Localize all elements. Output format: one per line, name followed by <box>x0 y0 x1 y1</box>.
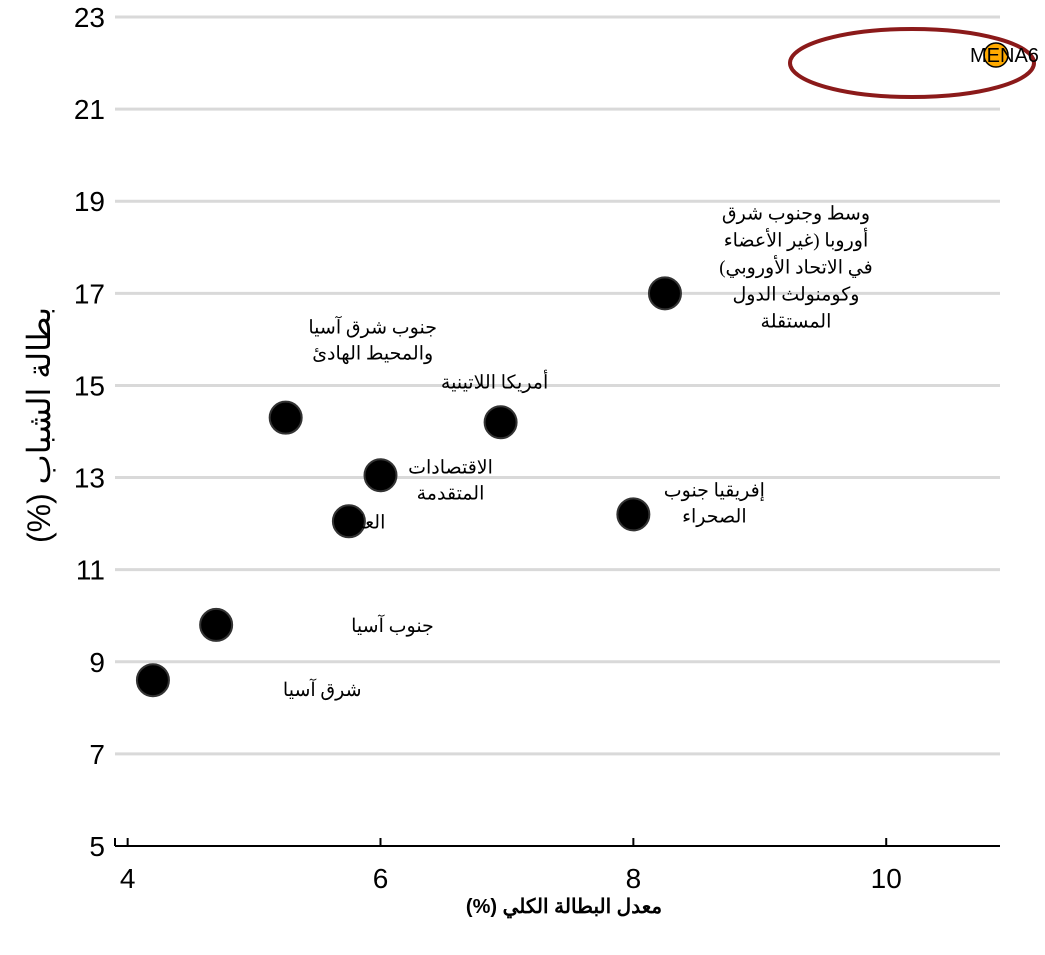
data-point <box>616 497 651 532</box>
y-tick-label: 11 <box>76 555 105 586</box>
point-label: والمحيط الهادئ <box>312 344 433 365</box>
point-label: وكومنولث الدول <box>732 284 859 305</box>
data-point <box>268 400 303 435</box>
x-tick-label: 4 <box>120 863 136 894</box>
gridlines <box>115 15 1000 756</box>
data-point <box>135 663 170 698</box>
point-label: العالم <box>341 512 385 533</box>
y-tick-label: 21 <box>74 94 105 125</box>
point-label: أمريكا اللاتينية <box>441 368 548 393</box>
legend: بلدان MENA6 <box>788 27 1045 99</box>
y-tick-label: 5 <box>89 831 105 862</box>
data-point <box>363 458 398 493</box>
legend-label: بلدان MENA6 <box>970 45 1045 67</box>
y-tick-label: 9 <box>89 647 105 678</box>
point-label: جنوب شرق آسيا <box>308 316 437 339</box>
x-tick-label: 10 <box>871 863 902 894</box>
legend-highlight-ellipse <box>788 27 1036 99</box>
point-labels: شرق آسيا جنوب آسيا العالم جنوب شرق آسيا والم… <box>283 203 873 701</box>
data-point <box>199 607 234 642</box>
legend-marker <box>983 42 1009 68</box>
point-label: شرق آسيا <box>283 678 362 701</box>
y-tick-label: 17 <box>74 278 105 309</box>
point-label: الاقتصادات <box>408 457 493 478</box>
point-label: وسط وجنوب شرق <box>722 203 870 224</box>
x-tick-label: 6 <box>373 863 389 894</box>
point-label: الصحراء <box>682 506 747 527</box>
y-tick-label: 23 <box>74 2 105 33</box>
x-tick-label: 8 <box>626 863 642 894</box>
y-tick-label: 13 <box>74 463 105 494</box>
x-axis-title: معدل البطالة الكلي (%) <box>466 896 662 919</box>
point-label: إفريقيا جنوب <box>664 480 765 501</box>
point-label: في الاتحاد الأوروبي) <box>719 254 872 278</box>
y-tick-label: 15 <box>74 370 105 401</box>
data-points <box>135 276 682 698</box>
y-tick-label: 19 <box>74 186 105 217</box>
data-point <box>483 405 518 440</box>
y-tick-label: 7 <box>89 739 105 770</box>
point-label: جنوب آسيا <box>351 614 434 637</box>
point-label: المستقلة <box>761 311 832 332</box>
point-label: المتقدمة <box>417 483 485 504</box>
y-axis-title: بطالة الشباب (%) <box>21 307 57 543</box>
data-point <box>647 276 682 311</box>
data-point <box>331 504 366 539</box>
point-label: أوروبا (غير الأعضاء <box>724 226 869 251</box>
axes: 5 7 9 11 13 15 17 19 21 23 4 6 8 10 <box>74 2 1000 894</box>
